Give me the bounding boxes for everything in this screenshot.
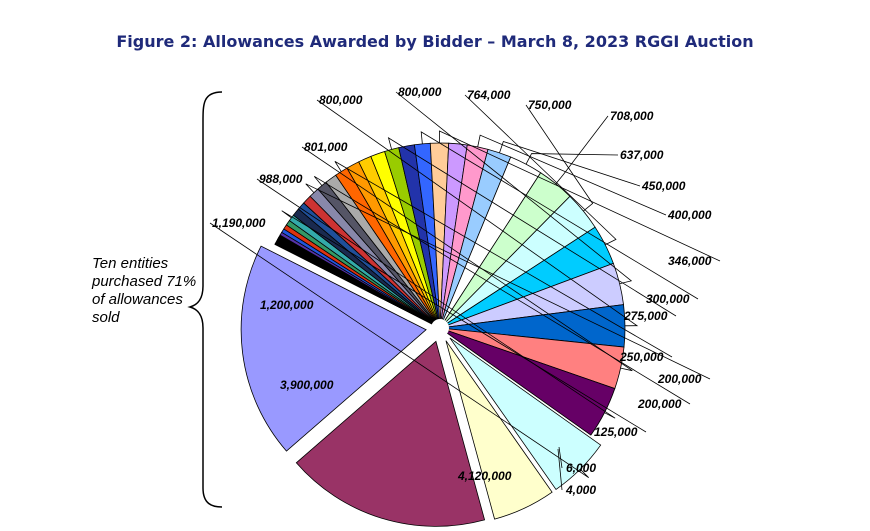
slice-label: 1,200,000 (260, 298, 314, 312)
pie-center (431, 319, 449, 337)
pie-slice (295, 340, 486, 527)
slice-label: 346,000 (668, 254, 712, 268)
leader-line (256, 178, 616, 419)
annotation-brace (187, 91, 223, 508)
leader-line (316, 99, 639, 327)
slice-label: 275,000 (623, 309, 668, 323)
slice-label: 125,000 (594, 425, 638, 439)
leader-line (555, 115, 609, 185)
pie-labels: 4,120,000 125,000 200,000 200,000 250,000 275… (209, 85, 721, 497)
slice-label: 708,000 (610, 109, 654, 123)
slice-label: 801,000 (304, 140, 348, 154)
leader-line (395, 91, 633, 285)
slice-label: 4,000 (565, 483, 596, 497)
pie-slice (439, 327, 616, 436)
leader-line (525, 153, 619, 165)
leader-line (439, 130, 721, 262)
leader-line (525, 104, 594, 212)
leader-line (301, 146, 633, 372)
leader-line (477, 134, 667, 216)
slice-label: 3,900,000 (280, 378, 334, 392)
slice-label: 300,000 (646, 292, 690, 306)
leader-line (209, 222, 589, 479)
slice-label: 6,000 (566, 461, 596, 475)
slice-label: 637,000 (620, 148, 664, 162)
slice-label: 400,000 (667, 208, 712, 222)
leader-line (313, 175, 691, 405)
pie-slice (240, 245, 427, 452)
pie-slice (449, 337, 602, 491)
leader-line (387, 136, 677, 317)
pie-slices (240, 142, 626, 527)
leader-line (334, 161, 673, 358)
slice-label: 450,000 (641, 179, 686, 193)
chart-title: Figure 2: Allowances Awarded by Bidder –… (116, 32, 754, 51)
slice-label: 250,000 (619, 350, 664, 364)
slice-label: 800,000 (319, 93, 363, 107)
leader-line (558, 446, 563, 469)
leader-line (557, 448, 563, 491)
leader-line (281, 210, 647, 433)
pie-slice (445, 340, 553, 520)
slice-label: 988,000 (259, 172, 303, 186)
leader-line (499, 140, 641, 187)
slice-label: 200,000 (637, 397, 682, 411)
leader-line (305, 183, 711, 380)
slice-label: 750,000 (528, 98, 572, 112)
leader-line (420, 131, 699, 300)
slice-label: 764,000 (467, 88, 511, 102)
annotation-text: Ten entities purchased 71% of allowances… (92, 255, 197, 326)
slice-label: 1,190,000 (212, 216, 266, 230)
slice-label: 4,120,000 (457, 469, 512, 483)
leader-line (464, 94, 617, 246)
slice-label: 200,000 (657, 372, 702, 386)
slice-label: 800,000 (398, 85, 442, 99)
